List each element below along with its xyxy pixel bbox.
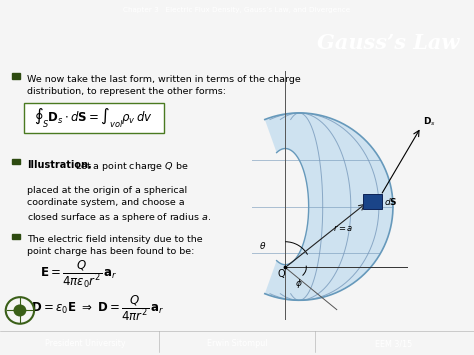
Polygon shape (265, 113, 393, 300)
Text: $\mathbf{E} = \dfrac{Q}{4\pi\varepsilon_0 r^2}\,\mathbf{a}_r$: $\mathbf{E} = \dfrac{Q}{4\pi\varepsilon_… (40, 258, 118, 290)
Text: Gauss’s Law: Gauss’s Law (318, 33, 460, 53)
Text: Erwin Sitompul: Erwin Sitompul (207, 339, 267, 348)
Text: President University: President University (45, 339, 126, 348)
Text: $\mathbf{D} = \varepsilon_0\mathbf{E}\ \Rightarrow\ \mathbf{D} = \dfrac{Q}{4\pi : $\mathbf{D} = \varepsilon_0\mathbf{E}\ \… (31, 294, 164, 323)
FancyBboxPatch shape (24, 103, 164, 133)
Text: $d\mathbf{S}$: $d\mathbf{S}$ (383, 196, 397, 207)
Text: The electric field intensity due to the
point charge has been found to be:: The electric field intensity due to the … (27, 235, 203, 256)
Text: $r = a$: $r = a$ (334, 223, 354, 233)
Text: We now take the last form, written in terms of the charge
distribution, to repre: We now take the last form, written in te… (27, 75, 301, 96)
Text: $\mathbf{D}_s$: $\mathbf{D}_s$ (423, 115, 436, 128)
Text: Let a point charge $Q$ be: Let a point charge $Q$ be (72, 160, 189, 173)
Text: Illustration.: Illustration. (27, 160, 92, 170)
Bar (12, 73, 20, 79)
Text: $\theta$: $\theta$ (259, 240, 266, 251)
Bar (12, 159, 20, 164)
Bar (12, 234, 20, 239)
Text: EEM 3/15: EEM 3/15 (375, 339, 412, 348)
FancyBboxPatch shape (363, 195, 382, 209)
Text: placed at the origin of a spherical
coordinate system, and choose a
closed surfa: placed at the origin of a spherical coor… (27, 186, 211, 224)
Text: Q: Q (278, 269, 285, 279)
Text: $\oint_S \mathbf{D}_s \cdot d\mathbf{S} = \int_{vol} \rho_v\,dv$: $\oint_S \mathbf{D}_s \cdot d\mathbf{S} … (34, 106, 153, 130)
Text: $\phi$: $\phi$ (295, 277, 302, 290)
Circle shape (13, 305, 27, 317)
Text: Chapter 3   Electric Flux Density, Gauss’s Law, and Divergence: Chapter 3 Electric Flux Density, Gauss’s… (123, 7, 351, 13)
